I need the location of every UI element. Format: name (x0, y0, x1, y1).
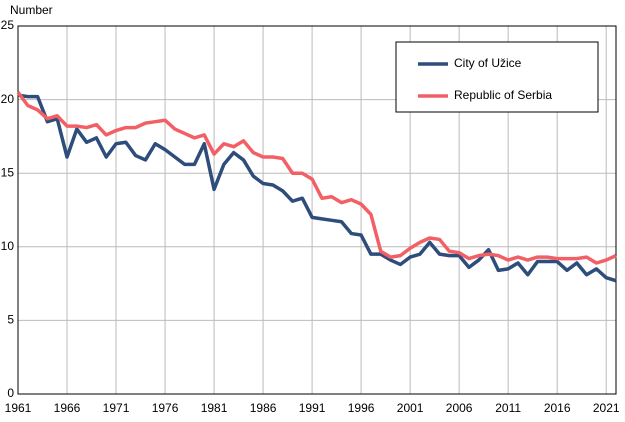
plot-border (17, 25, 617, 395)
x-tick-label: 2001 (397, 401, 424, 415)
y-tick-label: 25 (1, 18, 15, 32)
y-tick-label: 10 (1, 239, 15, 253)
series-line (17, 93, 617, 283)
x-tick-label: 1991 (299, 401, 326, 415)
y-tick-label: 0 (7, 386, 14, 400)
x-tick-label: 2016 (544, 401, 571, 415)
x-tick-label: 2011 (495, 401, 521, 415)
x-tick-label: 1971 (103, 401, 130, 415)
series-line (16, 91, 617, 265)
x-tick-label: 1981 (201, 401, 228, 415)
y-axis-label: Number (10, 3, 53, 17)
x-tick-label: 1986 (250, 401, 277, 415)
x-tick-label: 1976 (152, 401, 179, 415)
x-tick-label: 2006 (446, 401, 473, 415)
legend-box (395, 41, 599, 113)
x-tick-label: 1966 (54, 401, 81, 415)
legend-label: City of Užice (454, 56, 522, 70)
x-tick-label: 1996 (348, 401, 375, 415)
legend-label: Republic of Serbia (454, 88, 552, 102)
y-tick-label: 5 (7, 313, 14, 327)
x-tick-label: 2021 (593, 401, 620, 415)
y-tick-label: 20 (1, 92, 15, 106)
x-tick-label: 1961 (5, 401, 32, 415)
y-tick-label: 15 (1, 165, 15, 179)
